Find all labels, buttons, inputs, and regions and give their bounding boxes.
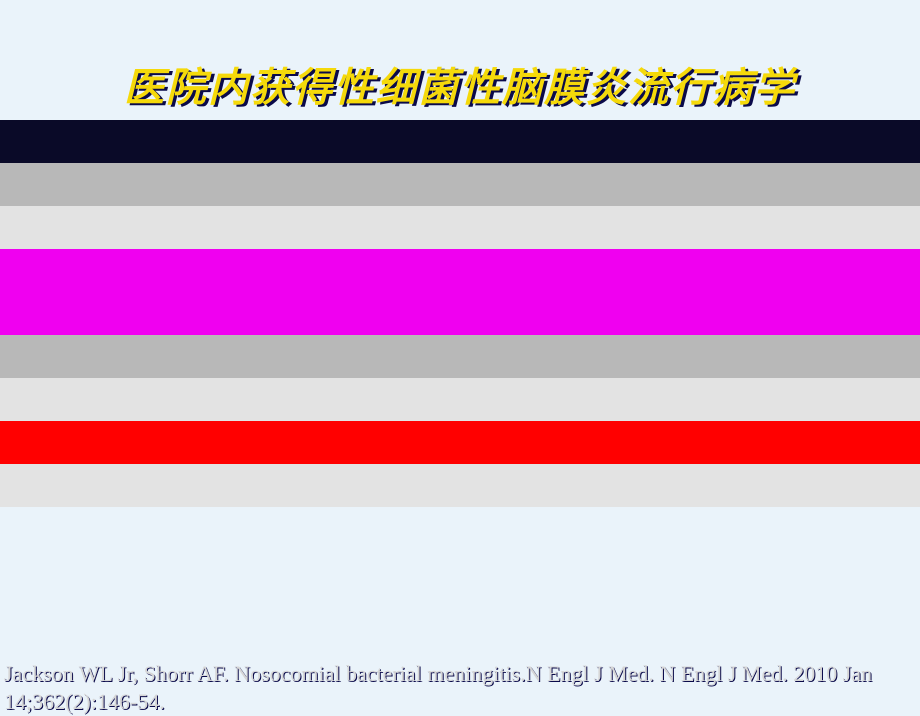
slide-title: 医院内获得性细菌性脑膜炎流行病学 <box>0 55 920 113</box>
table-cell <box>0 206 626 249</box>
table-cell <box>0 464 626 507</box>
table-row <box>0 163 920 206</box>
table-row <box>0 421 920 464</box>
table-row <box>0 120 920 163</box>
table-row <box>0 335 920 378</box>
epidemiology-table <box>0 120 920 507</box>
table-cell <box>626 163 920 206</box>
table-row <box>0 464 920 507</box>
table-cell <box>626 292 920 335</box>
table-cell <box>0 378 626 421</box>
table-cell <box>626 120 920 163</box>
table-row <box>0 292 920 335</box>
table-cell <box>626 378 920 421</box>
table-cell <box>626 206 920 249</box>
table-cell <box>0 421 626 464</box>
citation-text: Jackson WL Jr, Shorr AF. Nosocomial bact… <box>4 660 910 715</box>
table-cell <box>0 249 626 292</box>
table-body <box>0 120 920 507</box>
table-cell <box>0 335 626 378</box>
table-cell <box>626 464 920 507</box>
table-row <box>0 249 920 292</box>
table-cell <box>626 335 920 378</box>
table-row <box>0 206 920 249</box>
table-row <box>0 378 920 421</box>
table-cell <box>0 292 626 335</box>
table-cell <box>626 249 920 292</box>
slide-title-wrap: 医院内获得性细菌性脑膜炎流行病学 医院内获得性细菌性脑膜炎流行病学 <box>0 0 920 120</box>
table-cell <box>0 163 626 206</box>
table-cell <box>0 120 626 163</box>
table-cell <box>626 421 920 464</box>
